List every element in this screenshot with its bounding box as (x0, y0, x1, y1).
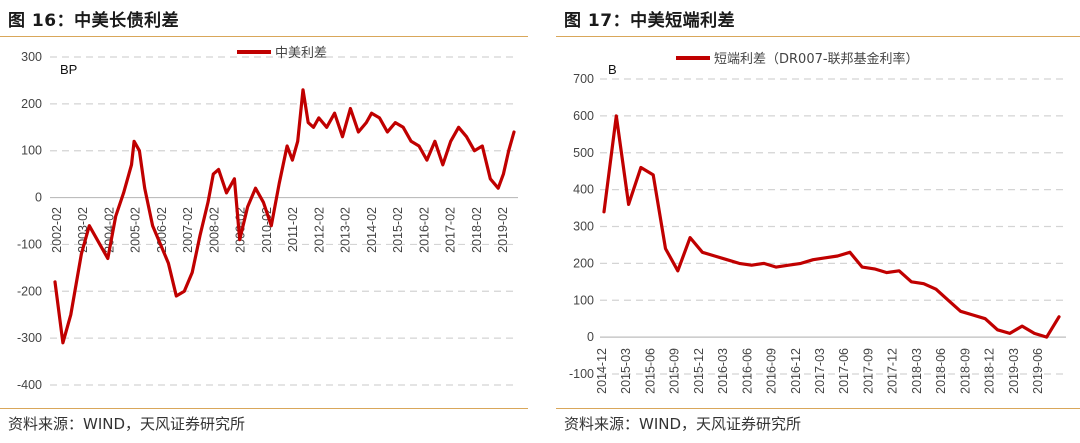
series-line (53, 88, 516, 345)
x-tick-label: 2005-02 (129, 207, 143, 253)
y-tick-label: 700 (573, 72, 594, 86)
x-tick-label: 2011-02 (286, 207, 300, 252)
source-divider (0, 408, 528, 409)
x-tick-label: 2002-02 (50, 207, 64, 253)
x-tick-label: 2017-09 (861, 348, 875, 394)
x-tick-label: 2015-12 (692, 348, 706, 394)
y-tick-label: 200 (21, 97, 42, 111)
x-tick-label: 2017-02 (444, 207, 458, 253)
y-tick-label: -300 (17, 331, 42, 345)
y-tick-label: 0 (35, 191, 42, 205)
y-tick-label: -100 (17, 237, 42, 251)
x-tick-label: 2015-06 (643, 348, 657, 394)
x-tick-label: 2008-02 (207, 207, 221, 253)
title-divider (556, 36, 1080, 37)
y-tick-label: 300 (573, 220, 594, 234)
x-tick-label: 2015-09 (668, 348, 682, 394)
x-tick-label: 2016-12 (789, 348, 803, 394)
y-unit-label: B (608, 62, 617, 77)
x-tick-label: 2017-03 (813, 348, 827, 394)
x-tick-label: 2014-02 (365, 207, 379, 253)
y-tick-label: 200 (573, 256, 594, 270)
y-tick-label: 300 (21, 50, 42, 64)
series-line (602, 114, 1061, 339)
y-tick-label: 100 (573, 293, 594, 307)
y-tick-label: -200 (17, 284, 42, 298)
legend-label: 中美利差 (275, 46, 327, 61)
y-tick-label: 600 (573, 109, 594, 123)
legend-label: 短端利差（DR007-联邦基金利率） (714, 51, 919, 67)
x-tick-label: 2018-09 (958, 348, 972, 394)
x-tick-label: 2003-02 (76, 207, 90, 253)
chart-title: 图 17：中美短端利差 (564, 11, 736, 31)
x-tick-label: 2016-02 (417, 207, 431, 253)
line-chart-us-china-short-spread: 700 600 500 400 300 200 100 0 -100 2014-12 2015-03… (569, 51, 1066, 394)
x-tick-label: 2017-06 (837, 348, 851, 394)
x-tick-label: 2014-12 (595, 348, 609, 394)
title-divider (0, 36, 528, 37)
x-tick-label: 2019-03 (1007, 348, 1021, 394)
x-tick-label: 2004-02 (102, 207, 116, 253)
x-tick-label: 2018-03 (910, 348, 924, 394)
x-tick-label: 2007-02 (181, 207, 195, 253)
x-tick-label: 2016-03 (716, 348, 730, 394)
x-tick-label: 2017-12 (886, 348, 900, 394)
y-tick-label: -400 (17, 378, 42, 392)
source-divider (556, 408, 1080, 409)
x-tick-label: 2018-06 (934, 348, 948, 394)
x-tick-label: 2012-02 (312, 207, 326, 253)
y-tick-label: 500 (573, 146, 594, 160)
source-note: 资料来源：WIND，天风证券研究所 (564, 415, 802, 433)
x-tick-label: 2016-09 (765, 348, 779, 394)
x-tick-label: 2013-02 (339, 207, 353, 253)
x-tick-label: 2015-02 (391, 207, 405, 253)
y-tick-label: 0 (587, 330, 594, 344)
y-unit-label: BP (60, 62, 77, 77)
chart-title: 图 16：中美长债利差 (8, 11, 180, 31)
x-tick-label: 2019-06 (1031, 348, 1045, 394)
right-chart-panel: 图 17：中美短端利差 700 600 500 400 300 200 100 0 -100 20… (556, 0, 1080, 443)
x-tick-label: 2015-03 (619, 348, 633, 394)
left-chart-panel: 图 16：中美长债利差 300 200 100 0 -100 -200 -300 -400 20… (0, 0, 528, 443)
y-tick-label: 400 (573, 183, 594, 197)
source-note: 资料来源：WIND，天风证券研究所 (8, 415, 246, 433)
x-tick-label: 2018-02 (470, 207, 484, 253)
y-tick-label: -100 (569, 367, 594, 381)
x-tick-label: 2016-06 (740, 348, 754, 394)
y-tick-label: 100 (21, 144, 42, 158)
line-chart-us-china-long-spread: 300 200 100 0 -100 -200 -300 -400 2002-02 2003-02… (17, 46, 518, 392)
x-tick-label: 2019-02 (496, 207, 510, 253)
x-tick-label: 2018-12 (983, 348, 997, 394)
